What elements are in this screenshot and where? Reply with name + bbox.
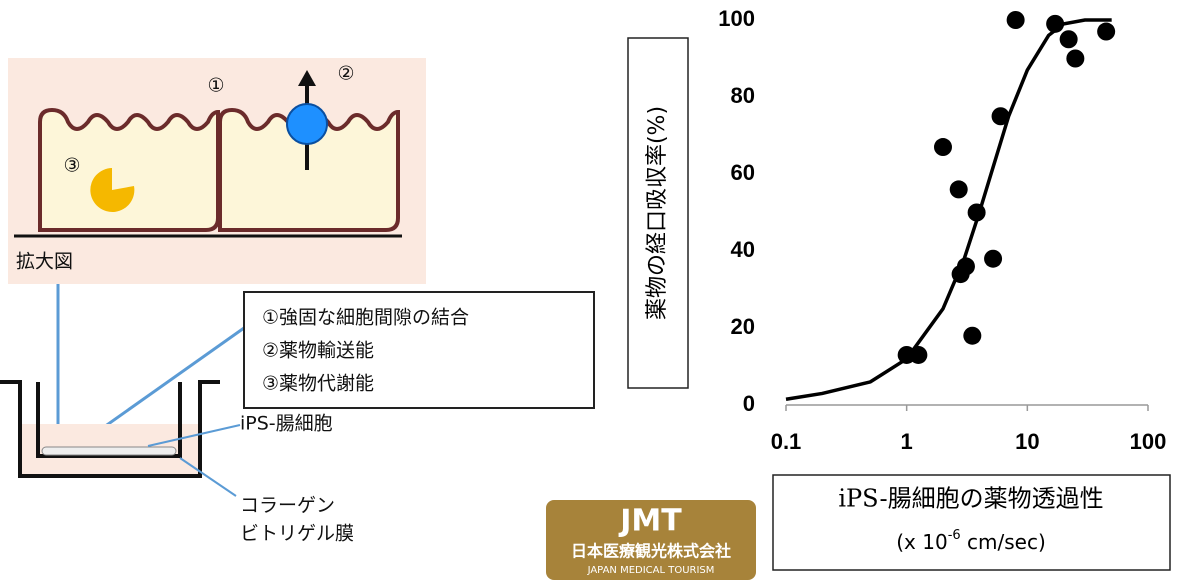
point xyxy=(1097,22,1116,41)
transporter xyxy=(286,103,328,145)
enzyme-icon xyxy=(90,168,135,212)
y-tick-label: 40 xyxy=(731,237,755,262)
x-axis-unit: (x 10-6 cm/sec) xyxy=(896,528,1046,554)
x-tick-label: 0.1 xyxy=(771,429,802,454)
point xyxy=(949,180,968,199)
point xyxy=(963,326,982,345)
y-tick-label: 0 xyxy=(743,391,755,416)
point xyxy=(1059,30,1078,49)
cell-label: iPS-腸細胞 xyxy=(240,413,333,435)
unit-part: (x 10 xyxy=(896,530,947,554)
point xyxy=(984,249,1003,268)
point xyxy=(933,138,952,157)
y-tick-label: 60 xyxy=(731,160,755,185)
logo xyxy=(546,500,756,580)
point xyxy=(1006,11,1025,29)
fit-curve xyxy=(785,18,1112,401)
y-label-box xyxy=(627,37,689,389)
x-tick-label: 100 xyxy=(1130,429,1167,454)
point xyxy=(1066,49,1085,68)
unit-part: cm/sec) xyxy=(961,530,1046,554)
feature: ③薬物代謝能 xyxy=(262,373,374,395)
arrowhead xyxy=(298,70,316,86)
plot: 0 20 40 60 80 100 0.1 1 10 100 xyxy=(718,6,1166,454)
logo-company: 日本医療観光株式会社 xyxy=(571,542,731,561)
x-tick-label: 10 xyxy=(1015,429,1039,454)
insert xyxy=(36,382,182,458)
marker: ① xyxy=(207,75,224,97)
point xyxy=(991,107,1010,126)
feature-box xyxy=(243,291,595,409)
x-tick-label: 1 xyxy=(901,429,913,454)
y-tick-label: 100 xyxy=(718,6,755,31)
cell xyxy=(38,107,220,232)
marker: ③ xyxy=(63,155,80,177)
well xyxy=(0,380,220,478)
y-tick-label: 80 xyxy=(731,83,755,108)
cell-layer xyxy=(41,446,177,456)
unit-exponent: -6 xyxy=(948,528,961,543)
logo-tagline: JAPAN MEDICAL TOURISM xyxy=(587,565,715,576)
logo-mark: JMT xyxy=(618,504,682,539)
feature: ②薬物輸送能 xyxy=(262,340,374,362)
y-axis-label: 薬物の経口吸収率(%) xyxy=(645,106,670,320)
x-axis-label: iPS-腸細胞の薬物透過性 xyxy=(838,485,1103,513)
marker: ② xyxy=(337,63,354,85)
pointer xyxy=(147,424,241,447)
x-label-box xyxy=(772,474,1171,571)
zoom-label: 拡大図 xyxy=(16,251,73,273)
membrane-label: ビトリゲル膜 xyxy=(240,523,354,545)
pointer xyxy=(179,457,237,497)
y-tick-label: 20 xyxy=(731,314,755,339)
membrane-label: コラーゲン xyxy=(240,495,335,517)
feature: ①強固な細胞間隙の結合 xyxy=(262,307,469,329)
